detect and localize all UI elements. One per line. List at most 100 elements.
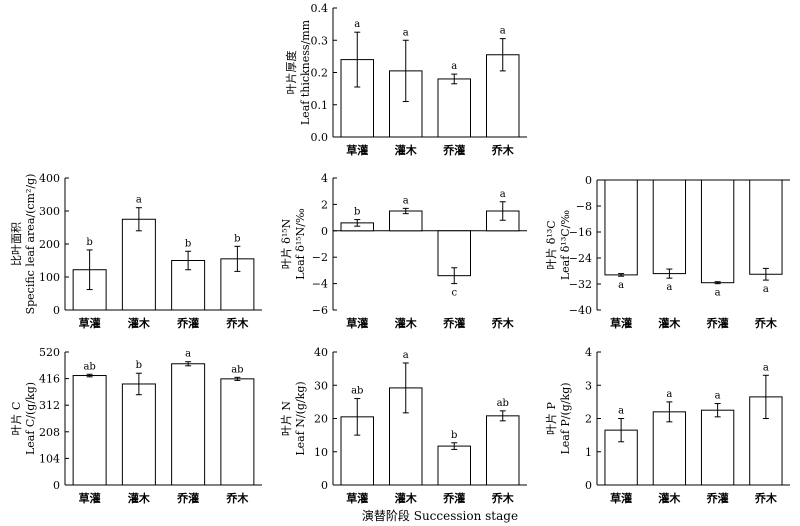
leaf-d15n-y-tick-label: −2: [312, 251, 328, 264]
leaf-thickness-significance-letter: a: [451, 61, 457, 72]
leaf-d13c-bar: [700, 179, 735, 284]
leaf-thickness-category-label: 灌木: [395, 143, 418, 157]
leaf-n-significance-letter: a: [403, 350, 409, 361]
leaf-d13c-bar: [604, 179, 638, 276]
leaf-d15n-y-tick-label: −6: [312, 304, 328, 317]
leaf-d13c-y-tick-label: −16: [569, 226, 592, 239]
leaf-p-y-tick-label: 0: [585, 479, 592, 492]
leaf-d13c-y-tick-label: −40: [569, 304, 592, 317]
specific-leaf-area-significance-letter: a: [136, 195, 142, 206]
leaf-p-y-axis-title: 叶片 P: [545, 401, 558, 434]
leaf-p-y-axis-title: Leaf P/(g/kg): [559, 382, 572, 454]
leaf-p-bar: [652, 411, 687, 486]
leaf-thickness-chart: 0.0 0.1 0.2 0.3 0.4 叶片厚度 Leaf thickness/mm a 草灌 a…: [284, 2, 527, 157]
leaf-d13c-category-label: 乔木: [754, 316, 778, 330]
leaf-d13c-y-tick-label: −24: [569, 252, 592, 265]
leaf-d13c-y-axis-title: 叶片 δ¹³C: [545, 220, 558, 269]
leaf-thickness-significance-letter: a: [354, 19, 360, 30]
specific-leaf-area-y-axis-title: Specific leaf area/(cm²/g): [24, 174, 37, 315]
specific-leaf-area-y-tick-label: 300: [39, 205, 60, 218]
leaf-d15n-category-label: 灌木: [395, 316, 418, 330]
leaf-c-bar: [220, 378, 255, 486]
leaf-p-significance-letter: a: [763, 362, 769, 373]
leaf-thickness-bar: [486, 54, 520, 138]
specific-leaf-area-category-label: 草灌: [79, 316, 101, 330]
leaf-n-bar: [437, 445, 471, 486]
leaf-c-y-axis-title: 叶片 C: [10, 402, 23, 436]
leaf-n-chart: 0 10 20 30 40 叶片 N Leaf N/(g/kg) ab 草灌 a 灌木 b 乔灌 ab 乔木: [280, 346, 527, 505]
leaf-p-significance-letter: a: [666, 389, 672, 400]
leaf-n-category-label: 乔灌: [442, 491, 465, 505]
leaf-c-significance-letter: a: [185, 349, 191, 360]
leaf-thickness-y-axis-title: Leaf thickness/mm: [299, 19, 312, 125]
leaf-d13c-significance-letter: a: [715, 288, 721, 299]
leaf-thickness-y-tick-label: 0.4: [311, 2, 329, 15]
leaf-c-chart: 0 104 208 312 416 520 叶片 C Leaf C/(g/kg) ab 草灌 b 灌木…: [10, 346, 262, 505]
leaf-p-category-label: 灌木: [658, 491, 681, 505]
leaf-c-category-label: 乔灌: [176, 491, 199, 505]
leaf-thickness-category-label: 草灌: [346, 143, 368, 157]
leaf-thickness-y-tick-label: 0.0: [311, 131, 329, 144]
leaf-p-category-label: 草灌: [610, 491, 632, 505]
leaf-n-bar: [486, 415, 520, 486]
leaf-n-y-tick-label: 10: [314, 446, 328, 459]
leaf-thickness-bar: [437, 78, 471, 138]
leaf-n-category-label: 乔木: [491, 491, 515, 505]
leaf-c-significance-letter: ab: [83, 361, 95, 372]
leaf-c-category-label: 乔木: [225, 491, 249, 505]
leaf-c-bar: [121, 383, 156, 486]
specific-leaf-area-y-tick-label: 200: [39, 238, 60, 251]
leaf-d13c-category-label: 乔灌: [706, 316, 729, 330]
leaf-n-category-label: 草灌: [346, 491, 368, 505]
leaf-thickness-y-axis-title: 叶片厚度: [284, 51, 298, 95]
x-axis-title: 演替阶段 Succession stage: [362, 508, 518, 523]
leaf-d15n-category-label: 乔灌: [442, 316, 465, 330]
leaf-d15n-category-label: 草灌: [346, 316, 368, 330]
leaf-d15n-y-tick-label: −4: [312, 278, 328, 291]
specific-leaf-area-bar: [121, 218, 156, 311]
leaf-p-category-label: 乔木: [754, 491, 778, 505]
leaf-d13c-chart: −40 −32 −24 −16 −8 0 叶片 δ¹³C Leaf δ¹³C/‰ a 草灌 a 灌木 a…: [545, 174, 790, 330]
leaf-c-y-tick-label: 312: [39, 399, 60, 412]
leaf-d13c-significance-letter: a: [763, 284, 769, 295]
leaf-d15n-y-tick-label: 4: [321, 172, 328, 185]
leaf-thickness-category-label: 乔灌: [442, 143, 465, 157]
leaf-d15n-y-axis-title: 叶片 δ¹⁵N: [280, 218, 293, 269]
leaf-d13c-bar: [652, 179, 687, 275]
leaf-d15n-y-tick-label: 0: [321, 225, 328, 238]
leaf-d13c-significance-letter: a: [666, 282, 672, 293]
leaf-n-significance-letter: ab: [497, 398, 509, 409]
leaf-p-y-tick-label: 1: [585, 446, 592, 459]
leaf-d15n-chart: −6 −4 −2 0 2 4 叶片 δ¹⁵N Leaf δ¹⁵N/‰ b 草灌 a 灌木 c 乔灌 a 乔木: [280, 172, 527, 330]
specific-leaf-area-significance-letter: b: [185, 238, 191, 249]
leaf-p-chart: 0 1 2 3 4 叶片 P Leaf P/(g/kg) a 草灌 a 灌木 a 乔灌 a 乔木: [545, 346, 790, 505]
leaf-n-y-axis-title: Leaf N/(g/kg): [294, 381, 307, 455]
leaf-n-significance-letter: b: [451, 430, 457, 441]
leaf-d15n-significance-letter: c: [451, 288, 457, 299]
specific-leaf-area-category-label: 乔灌: [176, 316, 199, 330]
specific-leaf-area-y-tick-label: 100: [39, 271, 60, 284]
specific-leaf-area-significance-letter: b: [86, 237, 92, 248]
leaf-thickness-category-label: 乔木: [491, 143, 515, 157]
leaf-n-y-tick-label: 20: [314, 413, 328, 426]
specific-leaf-area-chart: 0 100 200 300 400 比叶面积 Specific leaf area/(cm²…: [10, 172, 262, 330]
leaf-d13c-y-tick-label: 0: [585, 174, 592, 187]
leaf-c-y-tick-label: 104: [39, 452, 60, 465]
leaf-d13c-y-tick-label: −32: [569, 278, 592, 291]
leaf-thickness-y-tick-label: 0.2: [311, 67, 329, 80]
leaf-c-y-tick-label: 416: [39, 373, 60, 386]
leaf-c-category-label: 草灌: [79, 491, 101, 505]
leaf-c-y-tick-label: 208: [39, 426, 60, 439]
leaf-d13c-significance-letter: a: [618, 280, 624, 291]
specific-leaf-area-category-label: 乔木: [225, 316, 249, 330]
leaf-n-y-tick-label: 40: [314, 346, 328, 359]
leaf-c-significance-letter: b: [136, 360, 142, 371]
leaf-p-significance-letter: a: [715, 391, 721, 402]
leaf-d15n-significance-letter: b: [354, 207, 360, 218]
leaf-c-bar: [171, 363, 206, 486]
leaf-n-y-tick-label: 0: [321, 479, 328, 492]
leaf-thickness-y-tick-label: 0.3: [311, 34, 329, 47]
specific-leaf-area-bar: [220, 258, 255, 311]
leaf-n-category-label: 灌木: [395, 491, 418, 505]
leaf-p-bar: [749, 396, 783, 486]
